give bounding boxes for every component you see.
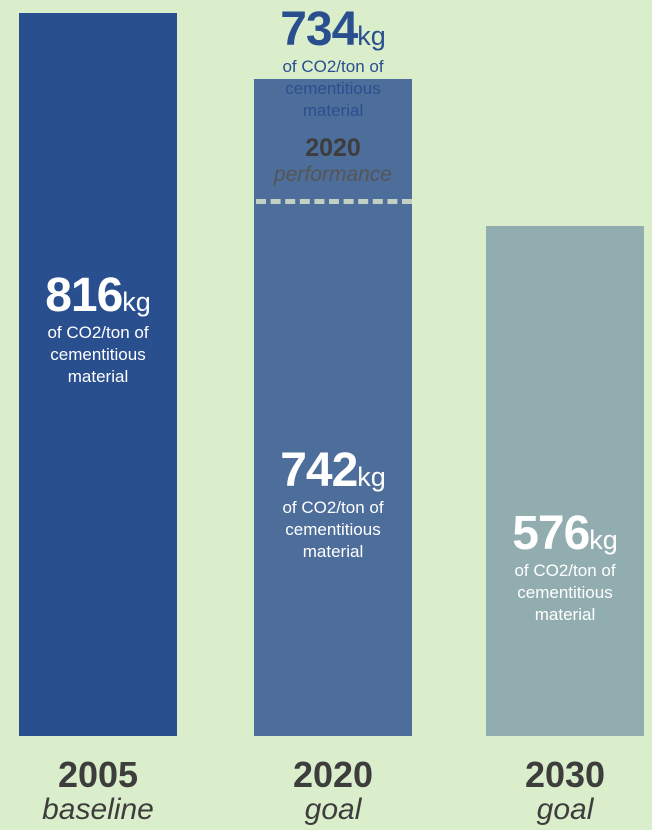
- bar-desc-line: cementitious: [50, 345, 146, 364]
- performance-annotation: 734kg of CO2/ton of cementitious materia…: [233, 3, 433, 186]
- category-subtitle-baseline: baseline: [42, 793, 154, 826]
- bar-desc-line: cementitious: [285, 520, 381, 539]
- bar-desc-line: of CO2/ton of: [282, 498, 384, 517]
- category-subtitle-goal: goal: [536, 793, 594, 826]
- bar-desc-line: of CO2/ton of: [514, 561, 616, 580]
- performance-unit: kg: [357, 21, 386, 51]
- performance-dashed-line: [256, 199, 412, 204]
- performance-desc-line: material: [302, 101, 364, 120]
- performance-desc-line: of CO2/ton of: [282, 57, 384, 76]
- bar-2030: [486, 226, 644, 736]
- bar-desc-line: material: [67, 367, 129, 386]
- performance-value: 734: [280, 3, 358, 56]
- bar-desc-line: material: [302, 542, 364, 561]
- bar-unit: kg: [122, 287, 151, 317]
- bar-desc-line: material: [534, 605, 596, 624]
- bar-value: 742: [280, 444, 358, 497]
- category-label-2020: 2020: [292, 754, 374, 795]
- bar-desc-line: cementitious: [517, 583, 613, 602]
- bar-label-2020: 742kg of CO2/ton of cementitious materia…: [233, 447, 433, 563]
- bar-desc-line: of CO2/ton of: [47, 323, 149, 342]
- bar-unit: kg: [357, 462, 386, 492]
- bar-2005: [19, 13, 177, 736]
- bar-unit: kg: [589, 525, 618, 555]
- bar-value: 816: [45, 269, 123, 322]
- category-label-2030: 2030: [524, 754, 606, 795]
- performance-year: 2020: [305, 134, 361, 162]
- bar-label-2030: 576kg of CO2/ton of cementitious materia…: [465, 510, 652, 626]
- performance-label: performance: [274, 163, 392, 186]
- category-label-2005: 2005: [57, 754, 139, 795]
- bar-value: 576: [512, 507, 590, 560]
- performance-desc-line: cementitious: [285, 79, 381, 98]
- bar-label-2005: 816kg of CO2/ton of cementitious materia…: [0, 272, 198, 388]
- category-subtitle-goal: goal: [304, 793, 362, 826]
- bar-2020: [254, 79, 412, 736]
